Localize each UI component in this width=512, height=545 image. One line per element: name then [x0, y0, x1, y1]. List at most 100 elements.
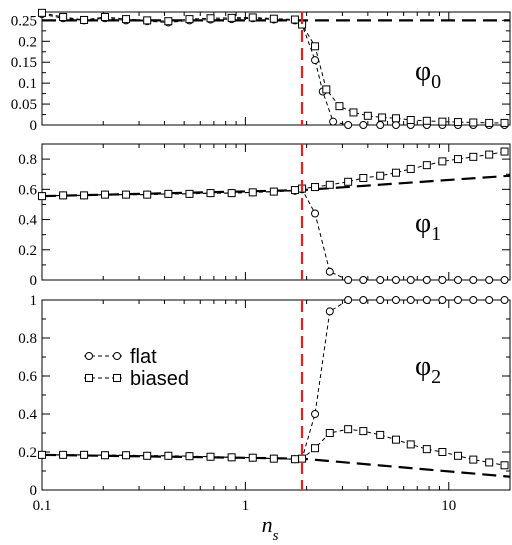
data-point-square — [485, 458, 494, 467]
data-point-square — [38, 192, 46, 201]
data-point-square — [344, 425, 353, 434]
data-point-square — [290, 186, 299, 195]
y-tick-label: 0.15 — [11, 55, 37, 71]
x-axis-title-main: n — [262, 512, 273, 537]
legend-marker-circle — [113, 352, 121, 360]
data-point-square — [269, 187, 278, 196]
data-point-square — [143, 190, 152, 199]
y-tick-label: 0.6 — [18, 182, 37, 198]
data-point-square — [500, 118, 509, 127]
data-point-circle — [325, 307, 334, 316]
y-tick-label: 0.05 — [11, 97, 37, 113]
data-point-circle — [359, 121, 368, 129]
data-point-square — [359, 427, 368, 436]
data-point-circle — [469, 276, 478, 284]
data-point-square — [298, 454, 307, 463]
data-point-circle — [406, 296, 415, 304]
data-point-circle — [376, 296, 385, 304]
y-tick-label: 0.4 — [18, 213, 37, 229]
data-point-square — [322, 85, 331, 94]
data-point-square — [378, 113, 387, 122]
data-point-square — [485, 118, 494, 127]
legend-marker-square — [113, 374, 121, 382]
panel-label-main: φ — [415, 56, 431, 87]
data-point-circle — [376, 121, 385, 129]
legend-marker-square — [85, 374, 93, 382]
panel-label-sub: 1 — [431, 223, 441, 245]
data-point-square — [100, 190, 109, 199]
data-point-square — [453, 451, 462, 460]
series-line-flat — [41, 13, 505, 126]
data-point-square — [469, 118, 478, 127]
data-point-square — [438, 117, 447, 126]
data-point-circle — [329, 117, 338, 126]
data-point-circle — [344, 121, 353, 129]
data-point-square — [344, 177, 353, 186]
y-tick-label: 0.2 — [18, 34, 37, 50]
y-tick-label: 0 — [30, 118, 38, 134]
x-axis-title-sub: s — [273, 528, 279, 544]
data-point-circle — [422, 276, 431, 284]
data-point-circle — [391, 296, 400, 304]
data-point-square — [406, 164, 415, 173]
data-point-circle — [438, 296, 447, 304]
x-tick-label: 0.1 — [33, 498, 52, 514]
data-point-square — [80, 450, 89, 459]
y-tick-label: 1 — [30, 293, 38, 309]
data-point-circle — [438, 276, 447, 284]
data-point-square — [269, 454, 278, 463]
data-point-square — [453, 155, 462, 164]
data-point-circle — [391, 121, 400, 129]
data-point-square — [248, 453, 257, 462]
data-point-circle — [469, 296, 478, 304]
panel-frame — [41, 143, 511, 281]
data-point-square — [164, 451, 173, 460]
data-point-square — [122, 190, 131, 199]
data-point-circle — [325, 267, 334, 276]
data-point-square — [269, 14, 278, 23]
data-point-square — [469, 455, 478, 464]
data-point-circle — [391, 276, 400, 284]
panel-label: φ2 — [415, 351, 441, 388]
data-point-circle — [344, 276, 353, 284]
data-point-square — [335, 102, 344, 111]
data-point-square — [227, 189, 236, 198]
data-point-square — [185, 452, 194, 461]
data-point-circle — [359, 296, 368, 304]
y-tick-label: 0 — [30, 273, 38, 289]
data-point-square — [500, 461, 509, 470]
data-point-square — [500, 147, 509, 156]
x-tick-label: 10 — [441, 498, 456, 514]
data-point-square — [185, 15, 194, 24]
data-point-circle — [453, 276, 462, 284]
panel-label-main: φ — [415, 208, 431, 239]
data-point-square — [143, 451, 152, 460]
data-point-square — [80, 15, 89, 24]
data-point-square — [311, 444, 320, 453]
series-line-biased — [41, 12, 505, 124]
legend-marker-circle — [85, 352, 93, 360]
data-point-circle — [311, 209, 320, 218]
data-point-square — [59, 13, 68, 22]
panel-label-sub: 2 — [431, 366, 441, 388]
data-point-square — [100, 451, 109, 460]
data-point-square — [38, 8, 46, 17]
data-point-square — [248, 13, 257, 22]
data-point-circle — [311, 56, 320, 65]
data-point-circle — [359, 276, 368, 284]
data-point-square — [325, 429, 334, 437]
data-point-square — [206, 189, 215, 198]
data-point-square — [359, 174, 368, 182]
data-point-square — [485, 150, 494, 159]
data-point-square — [206, 452, 215, 461]
data-point-circle — [485, 276, 494, 284]
data-point-circle — [500, 276, 509, 284]
data-point-circle — [406, 276, 415, 284]
legend-label: flat — [130, 346, 157, 368]
data-point-square — [143, 16, 152, 25]
data-point-square — [422, 161, 431, 170]
data-point-square — [164, 189, 173, 198]
